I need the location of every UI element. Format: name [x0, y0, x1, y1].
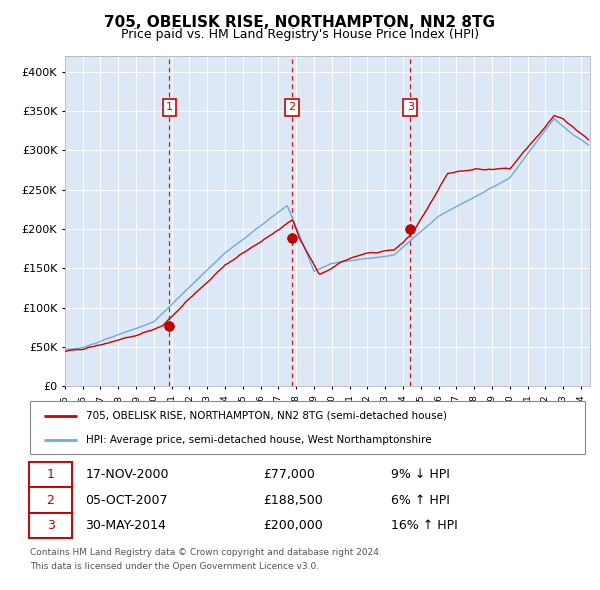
FancyBboxPatch shape: [29, 487, 72, 513]
Text: £77,000: £77,000: [263, 468, 315, 481]
Text: 30-MAY-2014: 30-MAY-2014: [86, 519, 166, 532]
Text: Price paid vs. HM Land Registry's House Price Index (HPI): Price paid vs. HM Land Registry's House …: [121, 28, 479, 41]
Text: HPI: Average price, semi-detached house, West Northamptonshire: HPI: Average price, semi-detached house,…: [86, 435, 431, 445]
Text: 705, OBELISK RISE, NORTHAMPTON, NN2 8TG: 705, OBELISK RISE, NORTHAMPTON, NN2 8TG: [104, 15, 496, 30]
FancyBboxPatch shape: [30, 401, 585, 454]
Text: 05-OCT-2007: 05-OCT-2007: [86, 493, 168, 507]
Text: 17-NOV-2000: 17-NOV-2000: [86, 468, 169, 481]
Text: 705, OBELISK RISE, NORTHAMPTON, NN2 8TG (semi-detached house): 705, OBELISK RISE, NORTHAMPTON, NN2 8TG …: [86, 411, 446, 421]
Text: £188,500: £188,500: [263, 493, 323, 507]
Text: 16% ↑ HPI: 16% ↑ HPI: [391, 519, 458, 532]
Text: 1: 1: [166, 102, 173, 112]
Text: 1: 1: [47, 468, 55, 481]
Text: This data is licensed under the Open Government Licence v3.0.: This data is licensed under the Open Gov…: [30, 562, 319, 571]
Text: 3: 3: [47, 519, 55, 532]
Text: 2: 2: [47, 493, 55, 507]
Text: 3: 3: [407, 102, 414, 112]
Text: 9% ↓ HPI: 9% ↓ HPI: [391, 468, 449, 481]
Text: £200,000: £200,000: [263, 519, 323, 532]
FancyBboxPatch shape: [29, 462, 72, 487]
Text: Contains HM Land Registry data © Crown copyright and database right 2024.: Contains HM Land Registry data © Crown c…: [30, 548, 382, 556]
FancyBboxPatch shape: [29, 513, 72, 538]
Text: 6% ↑ HPI: 6% ↑ HPI: [391, 493, 449, 507]
Text: 2: 2: [289, 102, 295, 112]
